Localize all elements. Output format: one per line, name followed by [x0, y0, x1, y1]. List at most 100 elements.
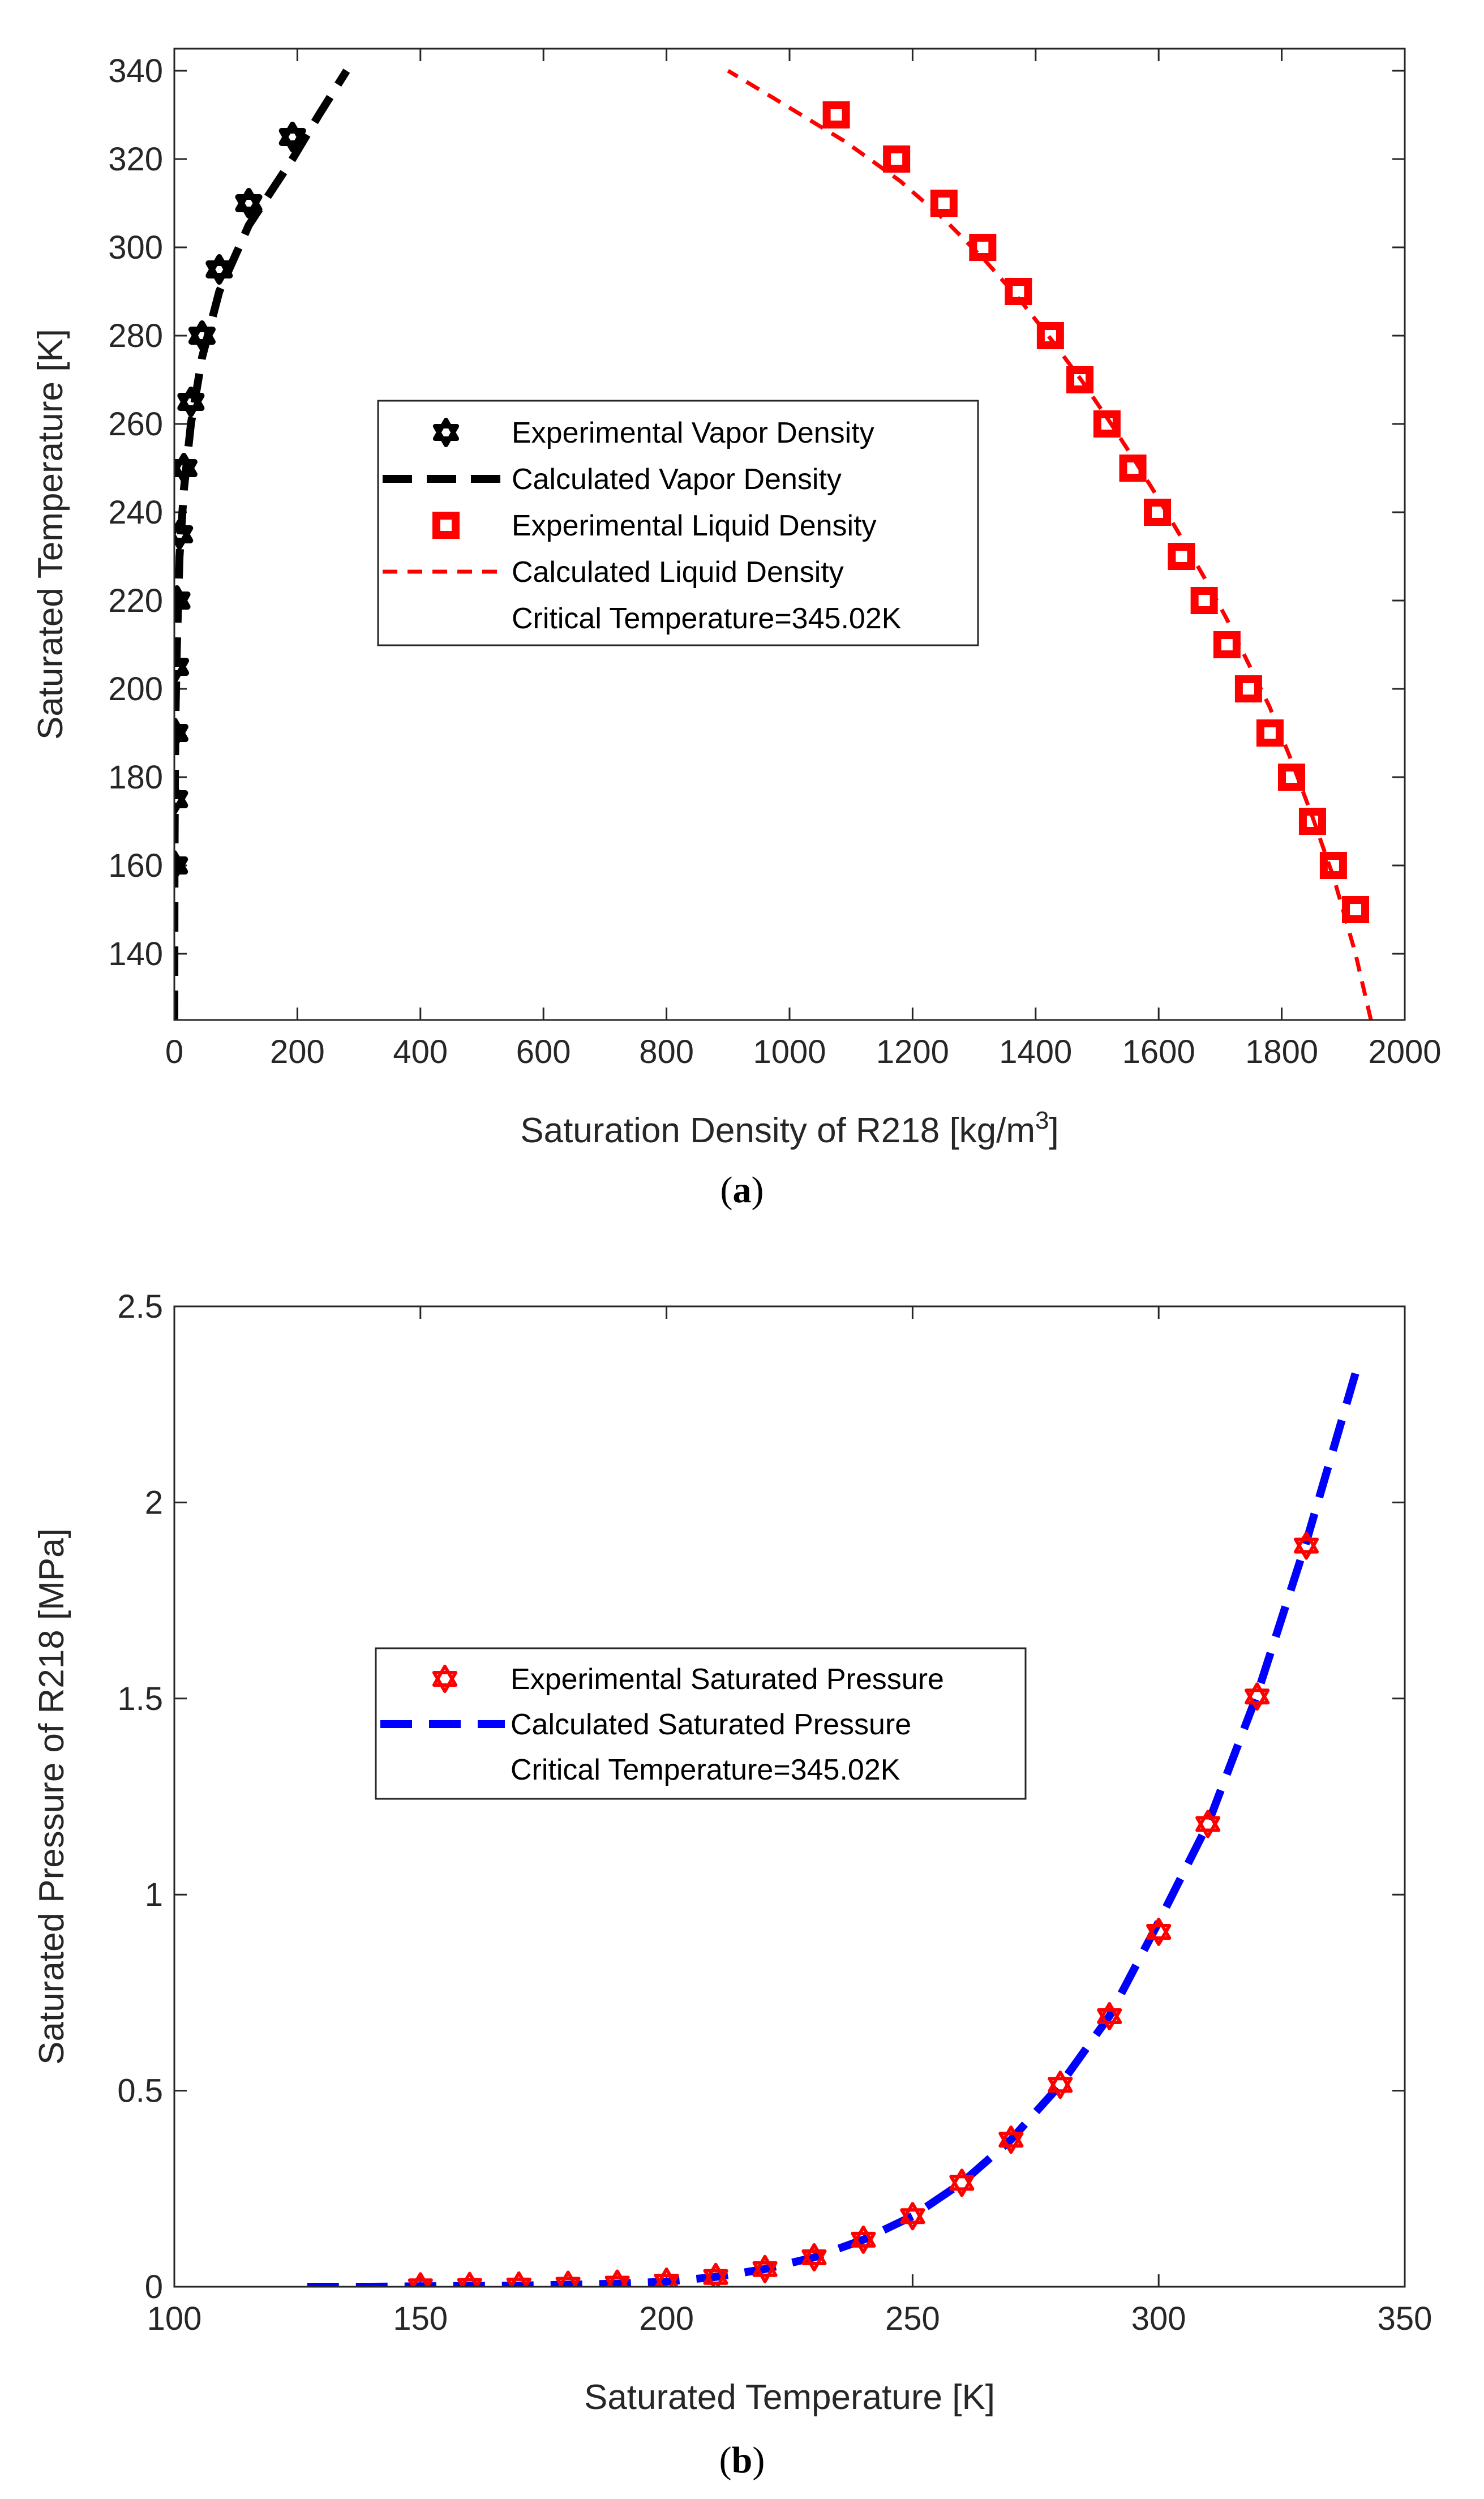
experimental-vapor-density-point — [235, 188, 263, 218]
x-tick-label: 1400 — [999, 1034, 1072, 1070]
experimental-liquid-density-point — [1234, 675, 1262, 702]
panel-b-x-axis-label: Saturated Temperature [K] — [584, 2378, 995, 2417]
legend-entry-critical-temperature-b: Critical Temperature=345.02K — [511, 1754, 900, 1786]
y-tick-label: 2 — [145, 1484, 163, 1521]
x-tick-label: 0 — [165, 1034, 183, 1070]
legend-experimental-vapor-marker — [432, 418, 460, 447]
panel-b-caption: (b) — [719, 2440, 765, 2481]
x-tick-label: 200 — [639, 2300, 694, 2337]
experimental-saturated-pressure-point — [604, 2269, 630, 2287]
y-tick-label: 240 — [108, 494, 163, 531]
experimental-liquid-density-point — [1119, 455, 1147, 482]
experimental-saturated-pressure-point — [1294, 1531, 1319, 1560]
experimental-saturated-pressure-point — [1097, 2002, 1122, 2030]
experimental-saturated-pressure-point — [801, 2243, 827, 2271]
experimental-saturated-pressure-point — [998, 2125, 1024, 2154]
y-tick-label: 200 — [108, 671, 163, 708]
y-tick-label: 0 — [145, 2269, 163, 2305]
legend-entry-calculated-vapor: Calculated Vapor Density — [512, 463, 842, 496]
experimental-liquid-density-point — [1342, 896, 1370, 923]
x-tick-label: 600 — [516, 1034, 571, 1070]
legend-entry-calculated-pressure: Calculated Saturated Pressure — [511, 1708, 911, 1741]
experimental-saturated-pressure-point — [1146, 1918, 1172, 1946]
x-tick-label: 1000 — [753, 1034, 826, 1070]
experimental-liquid-density-point — [1066, 366, 1094, 393]
y-tick-label: 300 — [108, 229, 163, 266]
calculated-liquid-density-line — [727, 68, 1373, 1020]
experimental-liquid-density-point — [930, 190, 958, 217]
experimental-saturated-pressure-point — [703, 2262, 728, 2287]
panel-a-ticks: 0 200 400 600 800 1000 1200 1400 1600 1800 2000 140… — [108, 49, 1442, 1070]
y-tick-label: 220 — [108, 582, 163, 619]
panel-b-legend: Experimental Saturated Pressure Calculat… — [375, 1647, 1027, 1800]
y-tick-label: 2.5 — [117, 1288, 163, 1325]
experimental-saturated-pressure-point — [457, 2271, 482, 2287]
x-tick-label: 1600 — [1122, 1034, 1195, 1070]
x-tick-label: 1200 — [876, 1034, 949, 1070]
panel-b-pressure-chart: 100 150 200 250 300 350 0 0.5 1 1.5 2 2.5 Saturated… — [32, 1288, 1432, 2481]
experimental-liquid-density-point — [822, 101, 850, 128]
experimental-saturated-pressure-point — [900, 2202, 925, 2231]
y-tick-label: 340 — [108, 53, 163, 89]
panel-b-series — [307, 1371, 1359, 2287]
experimental-saturated-pressure-point — [408, 2272, 433, 2287]
y-tick-label: 280 — [108, 318, 163, 354]
legend-experimental-liquid-marker — [432, 512, 460, 539]
x-tick-label: 100 — [147, 2300, 202, 2337]
experimental-saturated-pressure-point — [555, 2270, 581, 2287]
experimental-saturated-pressure-point — [506, 2271, 531, 2287]
experimental-saturated-pressure-point — [1245, 1682, 1270, 1711]
panel-a-x-axis-label: Saturation Density of R218 [kg/m3] — [520, 1107, 1059, 1150]
x-tick-label: 2000 — [1368, 1034, 1441, 1070]
experimental-saturated-pressure-point — [654, 2267, 679, 2287]
x-tick-label: 250 — [885, 2300, 940, 2337]
experimental-saturated-pressure-point — [1195, 1810, 1221, 1838]
panel-a-frame — [173, 48, 1406, 1021]
experimental-saturated-pressure-point — [1048, 2071, 1073, 2099]
experimental-liquid-density-point — [1036, 322, 1064, 349]
experimental-vapor-density-point — [278, 122, 306, 152]
legend-entry-experimental-liquid: Experimental Liquid Density — [512, 509, 877, 542]
x-tick-label: 400 — [393, 1034, 448, 1070]
x-tick-label: 1800 — [1245, 1034, 1318, 1070]
panel-b-ticks: 100 150 200 250 300 350 0 0.5 1 1.5 2 2.5 — [117, 1288, 1432, 2337]
y-tick-label: 160 — [108, 847, 163, 884]
experimental-liquid-density-point — [1213, 631, 1241, 658]
experimental-saturated-pressure-point — [851, 2225, 876, 2254]
x-tick-label: 350 — [1378, 2300, 1432, 2337]
experimental-liquid-density-point — [1093, 410, 1121, 438]
panel-a-legend: Experimental Vapor Density Calculated Va… — [377, 400, 979, 646]
experimental-liquid-density-point — [883, 145, 911, 173]
legend-entry-experimental-vapor: Experimental Vapor Density — [512, 417, 874, 449]
x-tick-label: 150 — [393, 2300, 448, 2337]
y-tick-label: 320 — [108, 141, 163, 178]
panel-b-frame — [173, 1305, 1406, 2288]
legend-entry-experimental-pressure: Experimental Saturated Pressure — [511, 1663, 944, 1696]
x-tick-label: 300 — [1131, 2300, 1186, 2337]
legend-experimental-pressure-marker — [432, 1665, 458, 1693]
x-tick-label: 800 — [639, 1034, 694, 1070]
y-tick-label: 1.5 — [117, 1681, 163, 1717]
panel-a-caption: (a) — [720, 1169, 764, 1211]
y-tick-label: 0.5 — [117, 2073, 163, 2110]
panel-a-series — [174, 68, 1373, 1020]
experimental-liquid-density-point — [1190, 587, 1218, 614]
experimental-liquid-density-point — [1298, 808, 1326, 835]
panel-b-y-axis-label: Saturated Pressure of R218 [MPa] — [32, 1528, 71, 2065]
y-tick-label: 140 — [108, 936, 163, 972]
legend-entry-critical-temperature: Critical Temperature=345.02K — [512, 602, 902, 635]
experimental-saturated-pressure-point — [752, 2254, 778, 2283]
y-tick-label: 1 — [145, 1876, 163, 1913]
panel-a-density-chart: 0 200 400 600 800 1000 1200 1400 1600 1800 2000 140… — [31, 48, 1442, 1211]
experimental-liquid-density-point — [1277, 764, 1305, 791]
y-tick-label: 180 — [108, 759, 163, 796]
y-tick-label: 260 — [108, 406, 163, 443]
legend-entry-calculated-liquid: Calculated Liquid Density — [512, 556, 844, 589]
panel-a-legend-icons — [383, 418, 506, 574]
panel-a-y-axis-label: Saturated Temperature [K] — [31, 329, 70, 740]
panel-b-legend-icons — [380, 1665, 505, 1728]
x-tick-label: 200 — [270, 1034, 325, 1070]
panel-a-legend-box — [377, 400, 979, 646]
experimental-saturated-pressure-point — [949, 2168, 975, 2197]
